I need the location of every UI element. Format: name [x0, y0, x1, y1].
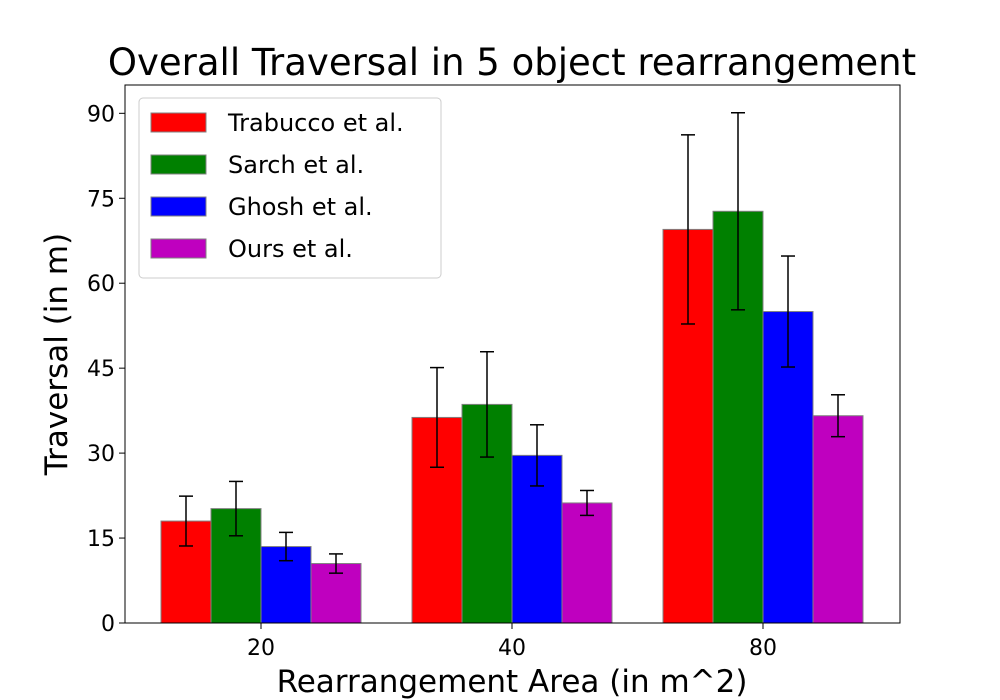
- y-tick-label: 15: [87, 527, 115, 552]
- legend-label: Sarch et al.: [228, 151, 364, 179]
- x-axis: 20 40 80: [247, 623, 777, 661]
- legend-swatch: [150, 112, 207, 133]
- y-tick-label: 45: [87, 357, 115, 382]
- legend-box: [138, 97, 442, 279]
- y-tick-label: 90: [87, 102, 115, 127]
- chart-title: Overall Traversal in 5 object rearrangem…: [108, 41, 916, 84]
- x-tick-label: 20: [247, 636, 275, 661]
- error-bars-layer: [179, 111, 845, 574]
- y-tick-label: 75: [87, 187, 115, 212]
- legend-swatch: [150, 238, 207, 259]
- bar: [812, 415, 864, 624]
- x-tick-label: 80: [749, 636, 777, 661]
- y-tick-label: 30: [87, 442, 115, 467]
- x-axis-label: Rearrangement Area (in m^2): [277, 664, 748, 700]
- legend-label: Ours et al.: [228, 235, 353, 263]
- x-tick-label: 40: [498, 636, 526, 661]
- legend-label: Trabucco et al.: [227, 109, 404, 137]
- y-tick-label: 0: [101, 612, 115, 637]
- y-tick-label: 60: [87, 272, 115, 297]
- legend: Trabucco et al. Sarch et al. Ghosh et al. O…: [138, 97, 442, 279]
- y-axis: 0 15 30 45 60 75 90: [87, 102, 125, 637]
- y-axis-label: Traversal (in m): [39, 233, 75, 476]
- legend-swatch: [150, 196, 207, 217]
- legend-swatch: [150, 154, 207, 175]
- bar: [561, 502, 613, 624]
- legend-label: Ghosh et al.: [228, 193, 373, 221]
